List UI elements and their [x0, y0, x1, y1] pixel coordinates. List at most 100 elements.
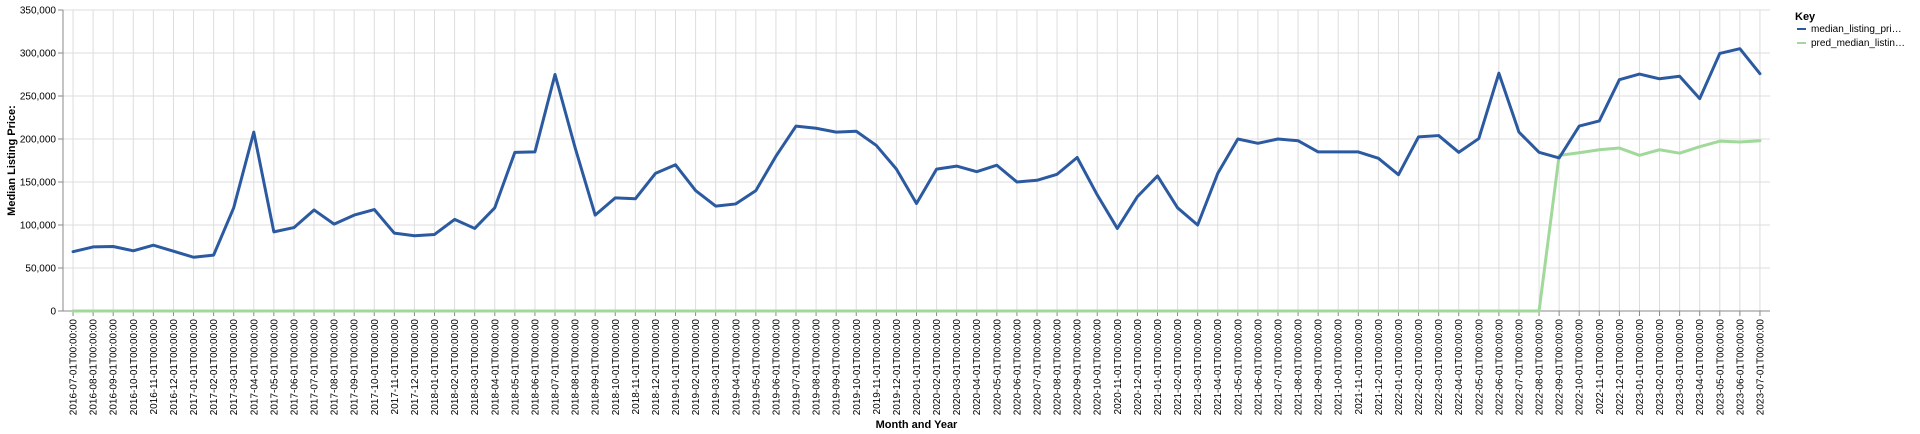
x-tick-label: 2020-07-01T00:00:00: [1032, 319, 1043, 416]
x-tick-label: 2020-04-01T00:00:00: [972, 319, 983, 416]
x-tick-label: 2017-03-01T00:00:00: [229, 319, 240, 416]
legend: Key median_listing_pri… pred_median_listi…: [1795, 11, 1905, 49]
y-tick-label: 250,000: [20, 92, 57, 103]
x-tick-label: 2021-11-01T00:00:00: [1354, 319, 1365, 415]
x-tick-label: 2016-10-01T00:00:00: [129, 319, 140, 416]
x-tick-label: 2020-02-01T00:00:00: [932, 319, 943, 416]
x-tick-label: 2021-10-01T00:00:00: [1334, 319, 1345, 416]
x-tick-label: 2020-08-01T00:00:00: [1053, 319, 1064, 416]
x-tick-label: 2018-02-01T00:00:00: [450, 319, 461, 416]
x-tick-label: 2018-04-01T00:00:00: [490, 319, 501, 416]
x-tick-label: 2022-03-01T00:00:00: [1434, 319, 1445, 416]
y-tick-label: 50,000: [25, 264, 56, 275]
series-line: [71, 139, 1762, 313]
y-tick-label: 150,000: [20, 178, 57, 189]
x-tick-label: 2022-04-01T00:00:00: [1454, 319, 1465, 416]
x-axis-title: Month and Year: [876, 419, 958, 431]
x-tick-label: 2017-07-01T00:00:00: [310, 319, 321, 416]
x-tick-label: 2018-11-01T00:00:00: [631, 319, 642, 415]
x-tick-label: 2019-12-01T00:00:00: [892, 319, 903, 416]
x-tick-label: 2020-10-01T00:00:00: [1093, 319, 1104, 416]
x-tick-label: 2022-11-01T00:00:00: [1595, 319, 1606, 415]
x-tick-label: 2018-08-01T00:00:00: [571, 319, 582, 416]
legend-title: Key: [1795, 11, 1816, 23]
x-tick-label: 2019-07-01T00:00:00: [792, 319, 803, 416]
x-tick-label: 2017-08-01T00:00:00: [330, 319, 341, 416]
x-tick-label: 2021-09-01T00:00:00: [1314, 319, 1325, 416]
gridlines: [63, 9, 1770, 312]
x-tick-label: 2019-01-01T00:00:00: [671, 319, 682, 416]
x-tick-label: 2017-01-01T00:00:00: [189, 319, 200, 416]
x-tick-label: 2020-06-01T00:00:00: [1012, 319, 1023, 416]
x-tick-label: 2018-07-01T00:00:00: [551, 319, 562, 416]
x-tick-label: 2017-11-01T00:00:00: [390, 319, 401, 415]
x-tick-label: 2021-08-01T00:00:00: [1294, 319, 1305, 416]
series-lines: [71, 47, 1762, 313]
x-tick-label: 2023-05-01T00:00:00: [1715, 319, 1726, 416]
x-tick-label: 2021-05-01T00:00:00: [1233, 319, 1244, 416]
x-tick-label: 2021-06-01T00:00:00: [1253, 319, 1264, 416]
x-tick-label: 2023-02-01T00:00:00: [1655, 319, 1666, 416]
x-tick-label: 2019-03-01T00:00:00: [711, 319, 722, 416]
x-tick-label: 2019-11-01T00:00:00: [872, 319, 883, 415]
x-tick-label: 2018-06-01T00:00:00: [530, 319, 541, 416]
x-tick-label: 2017-06-01T00:00:00: [289, 319, 300, 416]
x-tick-label: 2017-04-01T00:00:00: [249, 319, 260, 416]
x-tick-label: 2018-01-01T00:00:00: [430, 319, 441, 416]
x-tick-label: 2023-04-01T00:00:00: [1695, 319, 1706, 416]
y-tick-label: 0: [50, 307, 56, 318]
x-tick-label: 2023-06-01T00:00:00: [1735, 319, 1746, 416]
x-tick-label: 2020-12-01T00:00:00: [1133, 319, 1144, 416]
y-tick-label: 200,000: [20, 135, 57, 146]
x-tick-label: 2020-03-01T00:00:00: [952, 319, 963, 416]
x-tick-label: 2022-12-01T00:00:00: [1615, 319, 1626, 416]
x-tick-label: 2016-07-01T00:00:00: [69, 319, 80, 416]
x-tick-label: 2023-07-01T00:00:00: [1755, 319, 1766, 416]
x-tick-label: 2022-01-01T00:00:00: [1394, 319, 1405, 416]
x-tick-label: 2016-11-01T00:00:00: [149, 319, 160, 415]
x-tick-label: 2022-02-01T00:00:00: [1414, 319, 1425, 416]
y-axis-title: Median Listing Price:: [6, 105, 18, 216]
x-tick-label: 2021-03-01T00:00:00: [1193, 319, 1204, 416]
x-tick-label: 2018-10-01T00:00:00: [611, 319, 622, 416]
x-tick-label: 2016-12-01T00:00:00: [169, 319, 180, 416]
legend-label: pred_median_listin…: [1811, 38, 1905, 49]
y-tick-label: 100,000: [20, 221, 57, 232]
x-tick-label: 2022-07-01T00:00:00: [1514, 319, 1525, 416]
x-tick-label: 2022-09-01T00:00:00: [1555, 319, 1566, 416]
x-tick-label: 2022-10-01T00:00:00: [1575, 319, 1586, 416]
x-tick-label: 2019-09-01T00:00:00: [832, 319, 843, 416]
x-tick-label: 2020-09-01T00:00:00: [1073, 319, 1084, 416]
y-tick-label: 300,000: [20, 49, 57, 60]
x-tick-label: 2017-12-01T00:00:00: [410, 319, 421, 416]
x-tick-label: 2022-05-01T00:00:00: [1474, 319, 1485, 416]
x-tick-label: 2022-08-01T00:00:00: [1535, 319, 1546, 416]
x-tick-label: 2021-02-01T00:00:00: [1173, 319, 1184, 416]
x-tick-label: 2016-08-01T00:00:00: [89, 319, 100, 416]
x-tick-label: 2020-01-01T00:00:00: [912, 319, 923, 416]
x-tick-label: 2019-02-01T00:00:00: [691, 319, 702, 416]
x-tick-label: 2018-09-01T00:00:00: [591, 319, 602, 416]
legend-label: median_listing_pri…: [1811, 24, 1902, 35]
x-tick-label: 2020-11-01T00:00:00: [1113, 319, 1124, 415]
x-tick-label: 2017-02-01T00:00:00: [209, 319, 220, 416]
x-tick-label: 2019-10-01T00:00:00: [852, 319, 863, 416]
x-tick-label: 2022-06-01T00:00:00: [1494, 319, 1505, 416]
x-tick-label: 2017-09-01T00:00:00: [350, 319, 361, 416]
y-axis: 0 50,000 100,000 150,000 200,000 250,000 300,0…: [20, 6, 64, 318]
x-tick-label: 2016-09-01T00:00:00: [109, 319, 120, 416]
x-tick-label: 2021-07-01T00:00:00: [1273, 319, 1284, 416]
x-tick-label: 2021-01-01T00:00:00: [1153, 319, 1164, 416]
x-tick-label: 2018-03-01T00:00:00: [470, 319, 481, 416]
x-tick-label: 2020-05-01T00:00:00: [992, 319, 1003, 416]
x-tick-label: 2023-03-01T00:00:00: [1675, 319, 1686, 416]
x-tick-label: 2017-05-01T00:00:00: [269, 319, 280, 416]
x-tick-label: 2021-04-01T00:00:00: [1213, 319, 1224, 416]
x-tick-label: 2019-05-01T00:00:00: [751, 319, 762, 416]
x-tick-label: 2018-12-01T00:00:00: [651, 319, 662, 416]
series-line: [71, 47, 1762, 259]
x-tick-label: 2023-01-01T00:00:00: [1635, 319, 1646, 416]
y-tick-label: 350,000: [20, 6, 57, 17]
x-axis: 2016-07-01T00:00:00 2016-08-01T00:00:00 20…: [63, 310, 1770, 416]
